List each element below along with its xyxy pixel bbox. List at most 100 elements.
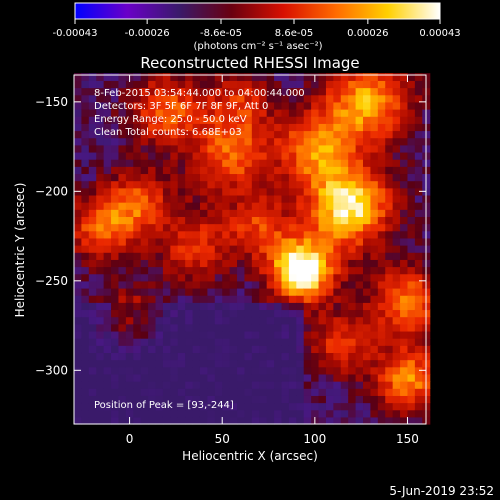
heatmap-cell [88,123,97,132]
heatmap-cell [185,287,194,296]
heatmap-cell [340,345,349,354]
heatmap-cell [370,280,379,289]
heatmap-cell [377,402,386,411]
heatmap-cell [185,345,194,354]
heatmap-cell [207,230,216,239]
heatmap-cell [103,209,112,217]
heatmap-cell [214,180,223,189]
heatmap-cell [148,359,157,368]
heatmap-cell [155,366,164,375]
heatmap-cell [244,123,253,132]
heatmap-cell [118,73,127,81]
heatmap-cell [81,87,90,96]
heatmap-cell [237,259,246,268]
heatmap-cell [340,402,349,411]
heatmap-cell [392,359,401,368]
heatmap-cell [348,366,357,375]
heatmap-cell [266,295,275,303]
heatmap-cell [74,287,83,296]
heatmap-cell [103,345,112,354]
heatmap-cell [340,295,349,303]
heatmap-cell [311,330,320,339]
colorbar-tick-label: -8.6e-05 [200,28,242,39]
heatmap-cell [118,330,127,339]
heatmap-cell [140,338,149,346]
heatmap-cell [340,123,349,132]
heatmap-cell [88,101,97,110]
heatmap-cell [407,252,416,260]
heatmap-cell [185,338,194,346]
heatmap-cell [162,216,171,225]
heatmap-cell [311,409,320,418]
heatmap-cell [274,109,283,117]
heatmap-cell [96,280,105,289]
heatmap-cell [222,209,231,217]
heatmap-cell [370,130,379,139]
heatmap-cell [118,202,127,210]
heatmap-cell [311,266,320,275]
heatmap-cell [414,302,423,311]
heatmap-cell [259,309,268,318]
heatmap-cell [199,144,208,153]
heatmap-cell [288,109,297,117]
heatmap-cell [385,180,394,189]
heatmap-cell [148,295,157,303]
heatmap-cell [407,216,416,225]
heatmap-cell [303,173,312,182]
heatmap-cell [162,316,171,325]
heatmap-cell [244,209,253,217]
heatmap-cell [348,73,357,81]
heatmap-cell [281,216,290,225]
heatmap-cell [274,123,283,132]
heatmap-cell [125,194,134,203]
heatmap-cell [340,266,349,275]
heatmap-cell [407,151,416,160]
heatmap-cell [155,245,164,253]
heatmap-cell [370,180,379,189]
heatmap-cell [88,366,97,375]
heatmap-cell [74,280,83,289]
heatmap-cell [148,173,157,182]
heatmap-cell [148,151,157,160]
heatmap-cell [266,273,275,282]
heatmap-cell [185,101,194,110]
heatmap-cell [274,94,283,103]
heatmap-cell [414,230,423,239]
heatmap-cell [333,402,342,411]
heatmap-cell [103,151,112,160]
heatmap-cell [274,137,283,146]
heatmap-cell [133,330,142,339]
heatmap-cell [133,245,142,253]
heatmap-cell [162,230,171,239]
heatmap-cell [392,123,401,132]
heatmap-cell [88,352,97,361]
heatmap-cell [214,287,223,296]
heatmap-cell [237,287,246,296]
heatmap-cell [340,101,349,110]
heatmap-cell [170,323,179,332]
heatmap-cell [214,209,223,217]
heatmap-cell [340,237,349,246]
heatmap-cell [177,338,186,346]
heatmap-cell [199,252,208,260]
heatmap-cell [318,345,327,354]
heatmap-cell [340,80,349,89]
heatmap-cell [414,273,423,282]
heatmap-cell [162,330,171,339]
heatmap-cell [251,209,260,217]
heatmap-cell [88,388,97,396]
heatmap-cell [363,345,372,354]
heatmap-cell [125,302,134,311]
heatmap-cell [385,416,394,425]
heatmap-cell [192,388,201,396]
heatmap-cell [214,159,223,167]
heatmap-cell [318,409,327,418]
heatmap-cell [400,116,409,124]
heatmap-cell [318,116,327,124]
heatmap-cell [222,388,231,396]
heatmap-cell [133,316,142,325]
heatmap-cell [363,330,372,339]
heatmap-cell [266,216,275,225]
heatmap-cell [370,309,379,318]
heatmap-cell [155,416,164,425]
